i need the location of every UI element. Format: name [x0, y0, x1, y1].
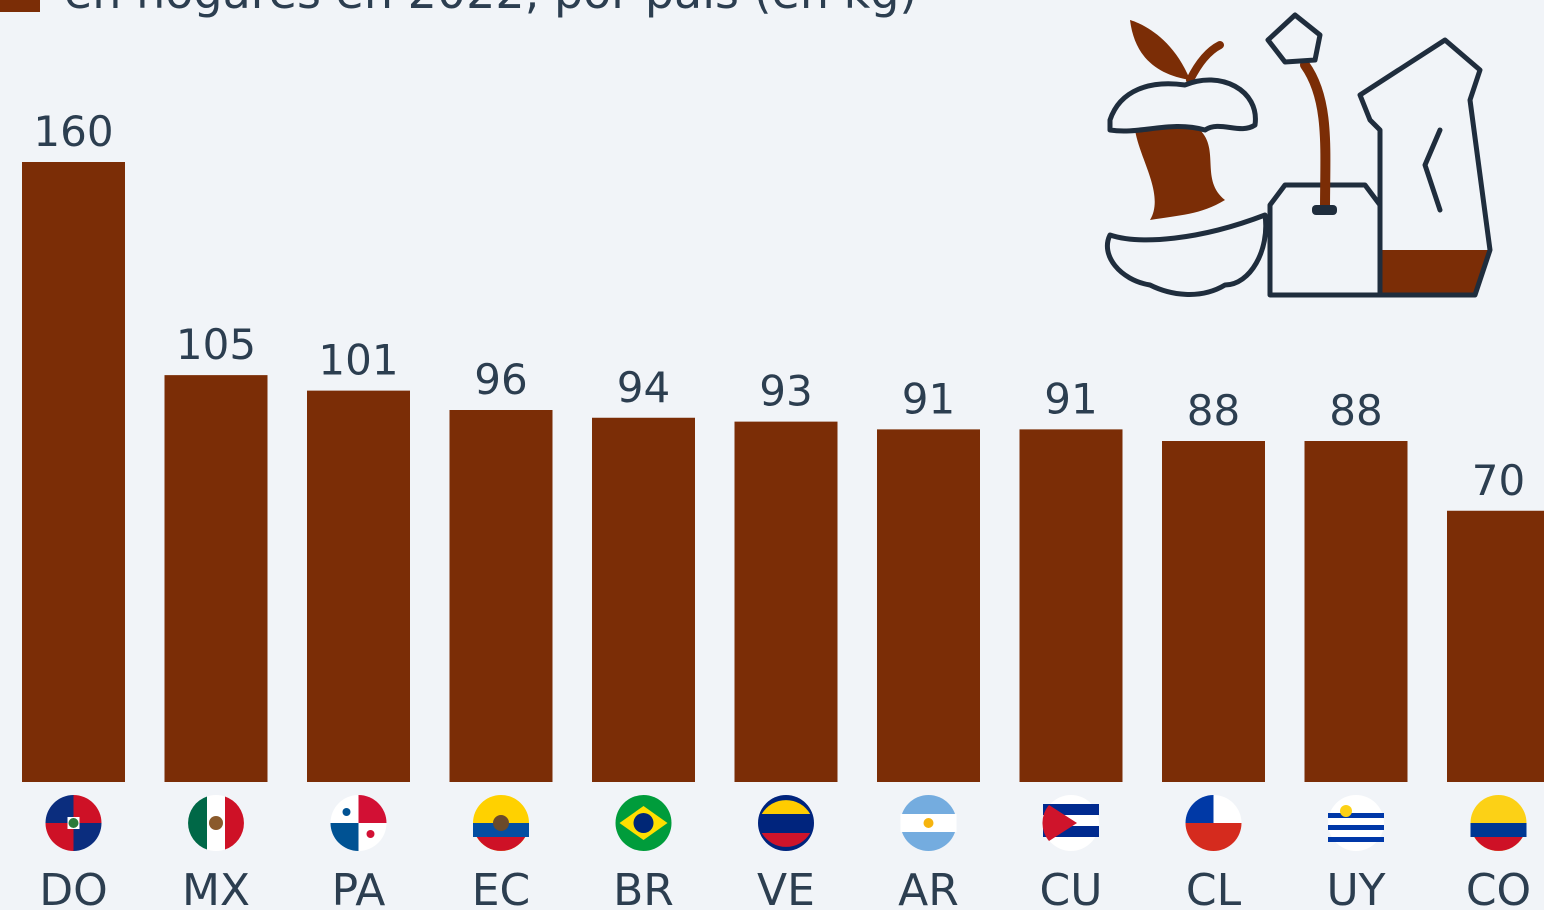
value-label: 91: [1044, 374, 1097, 423]
x-tick-label: CU: [1040, 865, 1103, 910]
x-tick-label: DO: [39, 865, 108, 910]
flags: [45, 795, 1527, 851]
chart-title: en hogares en 2022, por país (en kg): [64, 0, 917, 19]
bar: [734, 421, 838, 782]
bar: [1019, 429, 1123, 782]
flag-cu: [1042, 795, 1099, 851]
value-label: 105: [176, 320, 256, 369]
flag-ar: [900, 795, 957, 851]
x-tick-label: CL: [1186, 865, 1242, 910]
bar: [164, 375, 268, 782]
bar: [592, 417, 695, 782]
bar: [1304, 441, 1408, 782]
bar: [1447, 510, 1544, 782]
x-tick-label: UY: [1326, 865, 1385, 910]
flag-uy: [1328, 795, 1384, 851]
value-label: 88: [1329, 386, 1382, 435]
value-label: 94: [617, 363, 670, 412]
flag-pa: [330, 795, 387, 851]
flag-ve: [758, 795, 814, 851]
x-tick-label: AR: [898, 865, 959, 910]
x-tick-label: MX: [182, 865, 250, 910]
bar: [877, 429, 980, 782]
flag-do: [45, 795, 102, 851]
bar: [307, 390, 410, 782]
flag-cl: [1185, 795, 1242, 851]
value-label: 70: [1472, 456, 1525, 505]
bar: [22, 162, 125, 782]
x-tick-label: PA: [332, 865, 386, 910]
value-label: 88: [1187, 386, 1240, 435]
bar: [449, 410, 553, 782]
x-tick-label: EC: [472, 865, 531, 910]
flag-co: [1470, 795, 1527, 851]
x-tick-label: VE: [757, 865, 815, 910]
flag-br: [615, 795, 672, 851]
value-label: 160: [33, 107, 113, 156]
value-label: 93: [759, 367, 812, 416]
value-label: 96: [474, 355, 527, 404]
value-label: 101: [318, 336, 398, 385]
flag-ec: [473, 795, 529, 851]
x-tick-label: BR: [613, 865, 674, 910]
bar: [1162, 441, 1265, 782]
x-tick-label: CO: [1466, 865, 1531, 910]
legend-swatch: [0, 0, 40, 12]
flag-mx: [188, 795, 244, 851]
illustration: [1104, 12, 1493, 298]
value-label: 91: [902, 374, 955, 423]
